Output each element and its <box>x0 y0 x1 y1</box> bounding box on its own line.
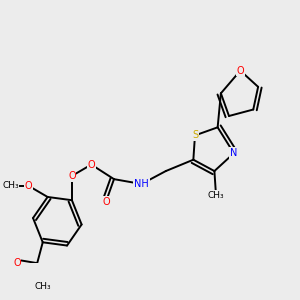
Text: NH: NH <box>134 179 149 189</box>
Text: O: O <box>13 258 21 268</box>
Text: O: O <box>68 171 76 181</box>
Text: O: O <box>102 197 110 207</box>
Text: S: S <box>192 130 198 140</box>
Text: CH₃: CH₃ <box>34 281 51 290</box>
Text: CH₃: CH₃ <box>208 191 224 200</box>
Text: O: O <box>236 66 244 76</box>
Text: CH₃: CH₃ <box>2 181 19 190</box>
Text: O: O <box>24 181 32 190</box>
Text: N: N <box>230 148 238 158</box>
Text: O: O <box>88 160 95 170</box>
